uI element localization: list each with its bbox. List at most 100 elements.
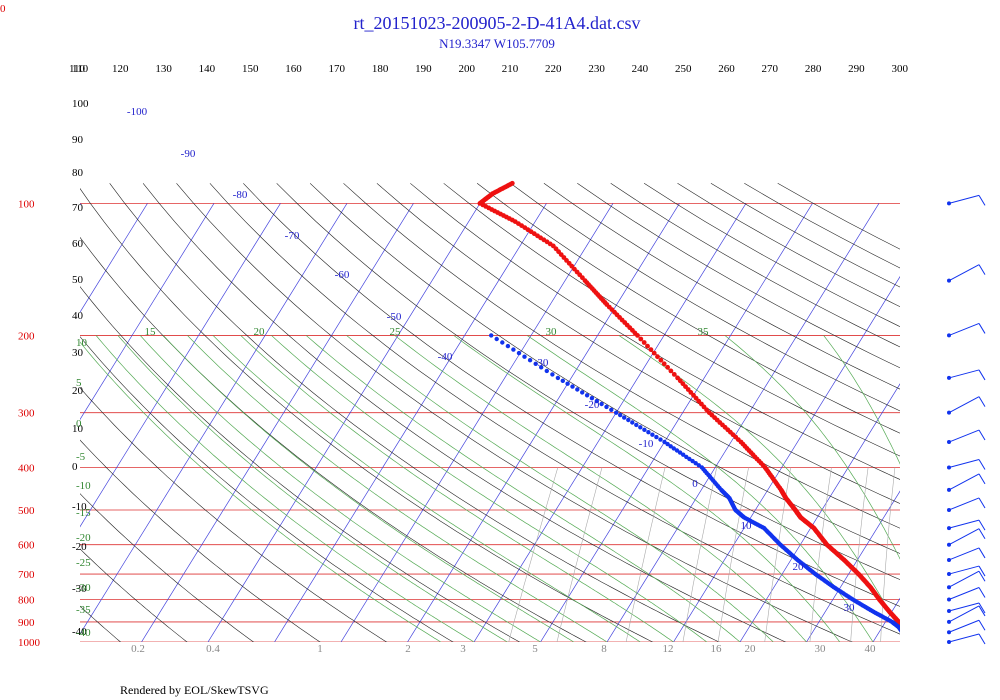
dewpoint-point — [674, 448, 680, 453]
dewpoint-point — [911, 637, 915, 641]
left-number-label: 30 — [72, 347, 84, 359]
dewpoint-point — [900, 630, 904, 634]
dewpoint-point — [575, 387, 580, 392]
temperature-point — [923, 634, 928, 639]
dewpoint-point — [899, 630, 900, 633]
mixing-ratio-label: 40 — [865, 643, 877, 655]
mixing-ratio-line — [850, 467, 869, 642]
temperature-point — [899, 622, 900, 625]
top-axis-tick-label: 220 — [545, 63, 562, 75]
dewpoint-point — [539, 365, 544, 370]
pressure-tick-label: 1000 — [18, 637, 41, 649]
dewpoint-point — [907, 635, 911, 639]
wind-barb-staff — [948, 528, 980, 546]
temperature-point — [645, 343, 650, 349]
dewpoint-point — [902, 632, 906, 636]
wind-barb-flag — [978, 323, 986, 334]
dewpoint-point — [690, 458, 695, 464]
isotherm-label: -30 — [534, 357, 549, 369]
mixing-ratio-label: 3 — [460, 643, 466, 655]
isotherm-line — [473, 203, 747, 642]
dewpoint-point — [913, 638, 917, 642]
wind-barb-flag — [978, 547, 986, 559]
dewpoint-point — [570, 384, 575, 389]
dewpoint-point — [638, 425, 643, 430]
temperature-point — [918, 632, 923, 637]
isotherm-label: -10 — [639, 438, 654, 450]
temperature-point — [658, 357, 664, 363]
dewpoint-point — [589, 396, 595, 401]
temperature-point — [936, 638, 941, 643]
isotherm-line — [340, 203, 614, 642]
temperature-point — [671, 372, 677, 377]
dewpoint-point — [687, 456, 692, 462]
dry-adiabat-line — [777, 183, 900, 250]
dewpoint-point — [668, 444, 673, 449]
dry-adiabat-line — [476, 183, 900, 434]
dry-adiabat-line — [376, 183, 900, 504]
mixing-ratio-label: 2 — [405, 643, 411, 655]
wind-barb-flag — [978, 429, 986, 441]
wind-barb-flag — [978, 565, 986, 577]
dewpoint-point — [916, 639, 920, 643]
temperature-point — [913, 630, 918, 635]
top-axis-tick-label: 270 — [762, 63, 779, 75]
mixing-ratio-line — [809, 467, 832, 642]
dewpoint-point — [910, 636, 914, 640]
moist-adiabat-line — [212, 335, 641, 642]
temperature-point — [939, 639, 944, 644]
dewpoint-point — [693, 461, 698, 466]
isotherm-line — [141, 203, 414, 642]
dewpoint-point — [550, 372, 555, 377]
isotherm-line — [207, 203, 481, 642]
dewpoint-point — [555, 375, 561, 381]
dewpoint-point — [909, 636, 913, 640]
top-axis-tick-label: 140 — [199, 63, 216, 75]
temperature-point — [638, 336, 644, 342]
isotherm-line — [0, 203, 14, 642]
dewpoint-point — [917, 639, 921, 643]
wet-adiabat-left-label: -20 — [76, 532, 91, 544]
top-axis-tick-label: 240 — [632, 63, 649, 75]
dewpoint-point — [681, 452, 686, 457]
isotherm-label: -100 — [127, 106, 148, 118]
wind-barb-staff — [948, 570, 980, 588]
dry-adiabat-line — [80, 336, 454, 642]
wind-barb-staff — [948, 633, 980, 643]
wind-barb-staff — [948, 322, 980, 336]
dewpoint-point — [584, 393, 590, 398]
dewpoint-point — [662, 439, 667, 445]
wind-barb-staff — [948, 497, 980, 511]
isotherm-line — [274, 203, 547, 642]
moist-adiabat-line — [271, 335, 708, 642]
isotherm-line — [80, 203, 281, 528]
temperature-point — [926, 634, 931, 639]
isotherm-line — [407, 203, 680, 642]
temperature-point — [668, 368, 674, 374]
dry-adiabat-line — [80, 439, 321, 642]
pressure-tick-label: 300 — [18, 408, 35, 420]
temperature-point — [905, 624, 910, 629]
mixing-ratio-label: 20 — [745, 643, 757, 655]
temperature-point — [931, 636, 936, 641]
wind-barb-staff — [948, 396, 980, 414]
top-axis-tick-label: 230 — [588, 63, 605, 75]
wet-adiabat-label: 20 — [254, 326, 266, 338]
wind-barb-flag — [978, 570, 986, 582]
mixing-ratio-label: 1 — [317, 643, 323, 655]
moist-adiabat-line — [526, 335, 874, 642]
wet-adiabat-left-label: -5 — [76, 451, 86, 463]
dewpoint-point — [654, 434, 659, 440]
temperature-point — [925, 634, 930, 639]
dewpoint-point — [677, 450, 683, 455]
dewpoint-point — [906, 634, 910, 638]
dry-adiabat-line — [410, 183, 900, 480]
isotherm-label: -20 — [585, 399, 600, 411]
dewpoint-point — [646, 430, 651, 435]
isotherm-label: -80 — [233, 189, 248, 201]
dry-adiabat-line — [309, 183, 900, 554]
dry-adiabat-line — [176, 183, 853, 642]
wind-barb-flag — [978, 396, 986, 407]
wind-barb-flag — [978, 619, 986, 631]
isotherm-line — [80, 203, 215, 421]
